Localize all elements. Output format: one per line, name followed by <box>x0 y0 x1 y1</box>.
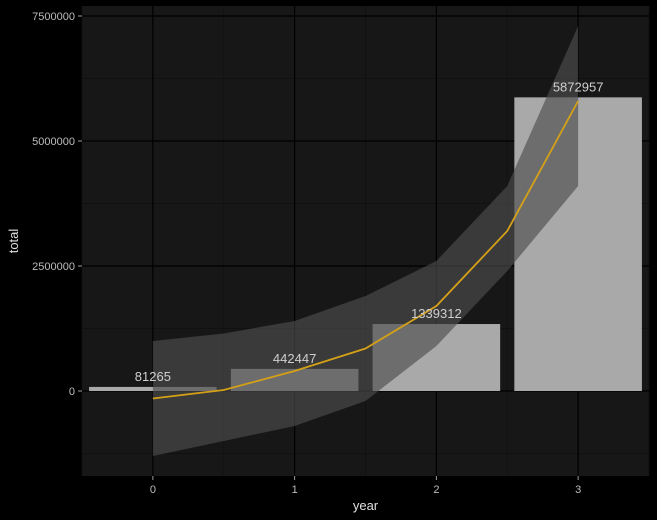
y-tick-label: 0 <box>69 386 75 398</box>
x-tick-label: 0 <box>150 484 156 496</box>
x-tick-label: 3 <box>575 484 581 496</box>
x-tick-label: 1 <box>292 484 298 496</box>
bar-value-label: 81265 <box>135 369 171 384</box>
x-tick-label: 2 <box>433 484 439 496</box>
x-axis-title: year <box>353 498 379 513</box>
fit-curve <box>152 100 579 400</box>
y-tick-label: 5000000 <box>32 136 75 148</box>
confidence-ribbon <box>152 26 579 456</box>
axis-ticks: 0 2500000 5000000 7500000 0 1 2 3 <box>32 11 581 496</box>
bar-value-label: 442447 <box>273 351 316 366</box>
y-tick-label: 7500000 <box>32 11 75 23</box>
bar-value-label: 5872957 <box>553 79 604 94</box>
y-tick-label: 2500000 <box>32 261 75 273</box>
data-labels: 81265 442447 1339312 5872957 <box>135 79 604 384</box>
confidence-ribbon-layer <box>152 26 579 456</box>
y-axis-title: total <box>6 229 21 254</box>
bar-value-label: 1339312 <box>411 306 462 321</box>
fit-curve-layer <box>152 100 579 400</box>
